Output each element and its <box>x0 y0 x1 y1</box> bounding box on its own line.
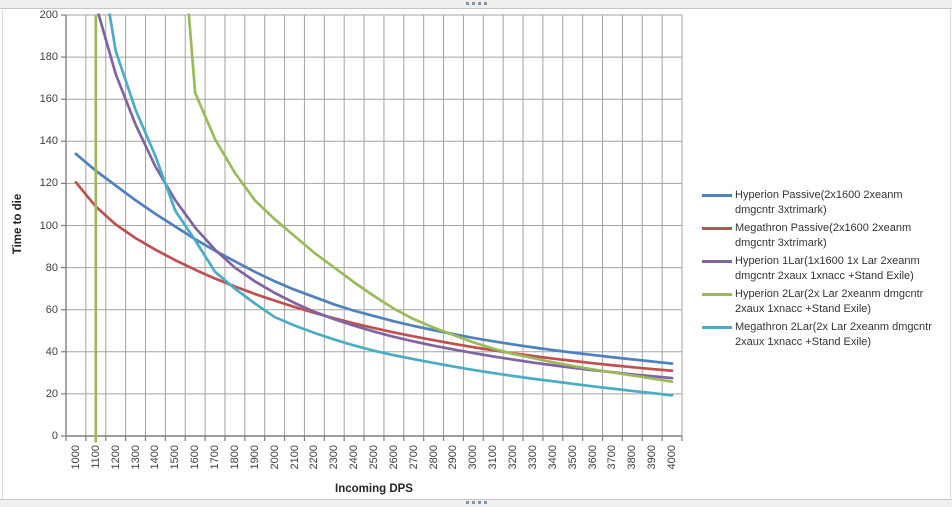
x-axis-tick-label: 2400 <box>348 445 361 470</box>
x-axis-tick-label: 2500 <box>368 445 380 470</box>
legend[interactable]: Hyperion Passive(2x1600 2xeanm dmgcntr 3… <box>702 188 950 353</box>
y-axis-tick-label: 60 <box>45 303 58 316</box>
legend-swatch <box>702 194 732 197</box>
x-axis-tick-label: 3700 <box>606 445 619 470</box>
legend-item-1[interactable]: Megathron Passive(2x1600 2xeanm dmgcntr … <box>702 221 950 251</box>
y-axis-tick-label: 20 <box>45 387 58 400</box>
y-axis-tick-label: 120 <box>39 177 58 190</box>
series-line-2[interactable] <box>96 4 674 380</box>
x-axis-tick-label: 1100 <box>89 445 102 469</box>
x-axis-tick-label: 2000 <box>268 445 281 470</box>
chart-frame-right <box>950 8 951 500</box>
x-axis-tick-label: 1400 <box>149 445 162 470</box>
legend-item-3[interactable]: Hyperion 2Lar(2x Lar 2xeanm dmgcntr 2xau… <box>702 287 950 317</box>
y-axis-tick-label: 80 <box>45 261 58 274</box>
legend-label: Hyperion 1Lar(1x1600 1x Lar 2xeanm dmgcn… <box>735 255 920 282</box>
x-axis-tick-label: 3000 <box>467 445 480 470</box>
chart-frame-bottom <box>0 499 952 507</box>
series-line-0[interactable] <box>74 152 674 365</box>
legend-swatch <box>702 326 732 329</box>
y-axis-tick-label: 180 <box>39 51 58 64</box>
x-axis-tick-label: 2300 <box>328 445 341 470</box>
x-axis-title[interactable]: Incoming DPS <box>335 483 413 495</box>
resize-grip-top[interactable] <box>466 2 492 6</box>
x-axis-tick-label: 3300 <box>526 445 539 470</box>
chart-frame-top <box>0 0 952 9</box>
x-axis-tick-label: 3400 <box>546 445 559 470</box>
grip-dot <box>472 501 475 504</box>
legend-swatch <box>702 227 732 230</box>
resize-grip-bottom[interactable] <box>466 501 492 505</box>
legend-item-0[interactable]: Hyperion Passive(2x1600 2xeanm dmgcntr 3… <box>702 188 950 218</box>
x-axis-tick-label: 1900 <box>248 445 261 470</box>
x-axis-tick-label: 1300 <box>129 445 142 470</box>
x-axis-tick-label: 2200 <box>308 445 321 470</box>
legend-label: Megathron 2Lar(2x Lar 2xeanm dmgcntr 2xa… <box>735 321 932 348</box>
x-axis-tick-label: 1800 <box>228 445 241 470</box>
x-axis-tick-label: 3900 <box>646 445 659 470</box>
legend-item-4[interactable]: Megathron 2Lar(2x Lar 2xeanm dmgcntr 2xa… <box>702 320 950 350</box>
legend-label: Hyperion 2Lar(2x Lar 2xeanm dmgcntr 2xau… <box>735 288 924 315</box>
x-axis-tick-label: 3100 <box>487 445 500 470</box>
grip-dot <box>478 2 481 5</box>
grip-dot <box>466 501 469 504</box>
y-axis-tick-label: 140 <box>39 135 58 148</box>
x-axis-tick-label: 3600 <box>586 445 599 470</box>
x-axis-tick-label: 2100 <box>288 445 301 470</box>
x-axis-tick-label: 1500 <box>169 445 182 470</box>
x-axis-tick-label: 2800 <box>427 445 440 470</box>
series-line-4[interactable] <box>96 0 674 397</box>
legend-item-2[interactable]: Hyperion 1Lar(1x1600 1x Lar 2xeanm dmgcn… <box>702 254 950 284</box>
series-line-3[interactable] <box>175 0 674 384</box>
grip-dot <box>466 2 469 5</box>
x-axis-tick-label: 2700 <box>407 445 420 470</box>
series-line-1[interactable] <box>74 180 674 373</box>
y-axis-tick-label: 100 <box>39 219 58 232</box>
y-axis-tick-label: 200 <box>39 9 58 21</box>
legend-label: Megathron Passive(2x1600 2xeanm dmgcntr … <box>735 222 912 249</box>
grip-dot <box>484 2 487 5</box>
legend-swatch <box>702 293 732 296</box>
x-axis-tick-label: 3800 <box>626 445 639 470</box>
x-axis-tick-label: 2600 <box>387 445 400 470</box>
x-axis-tick-label: 1200 <box>109 445 122 470</box>
grip-dot <box>478 501 481 504</box>
y-axis-title[interactable]: Time to die <box>12 193 24 255</box>
chart-frame-left <box>2 8 3 500</box>
x-axis-tick-label: 4000 <box>666 445 679 470</box>
y-axis-tick-label: 0 <box>51 430 58 442</box>
x-axis-tick-label: 1000 <box>69 445 82 470</box>
legend-swatch <box>702 260 732 263</box>
x-axis-tick-label: 3500 <box>566 445 579 470</box>
y-axis-tick-label: 160 <box>39 93 58 106</box>
y-axis-tick-label: 40 <box>45 345 58 358</box>
legend-label: Hyperion Passive(2x1600 2xeanm dmgcntr 3… <box>735 189 903 216</box>
grip-dot <box>484 501 487 504</box>
x-axis-tick-label: 3200 <box>507 445 520 470</box>
grip-dot <box>472 2 475 5</box>
x-axis-tick-label: 1700 <box>209 445 222 470</box>
x-axis-tick-label: 2900 <box>447 445 460 470</box>
x-axis-tick-label: 1600 <box>189 445 202 470</box>
